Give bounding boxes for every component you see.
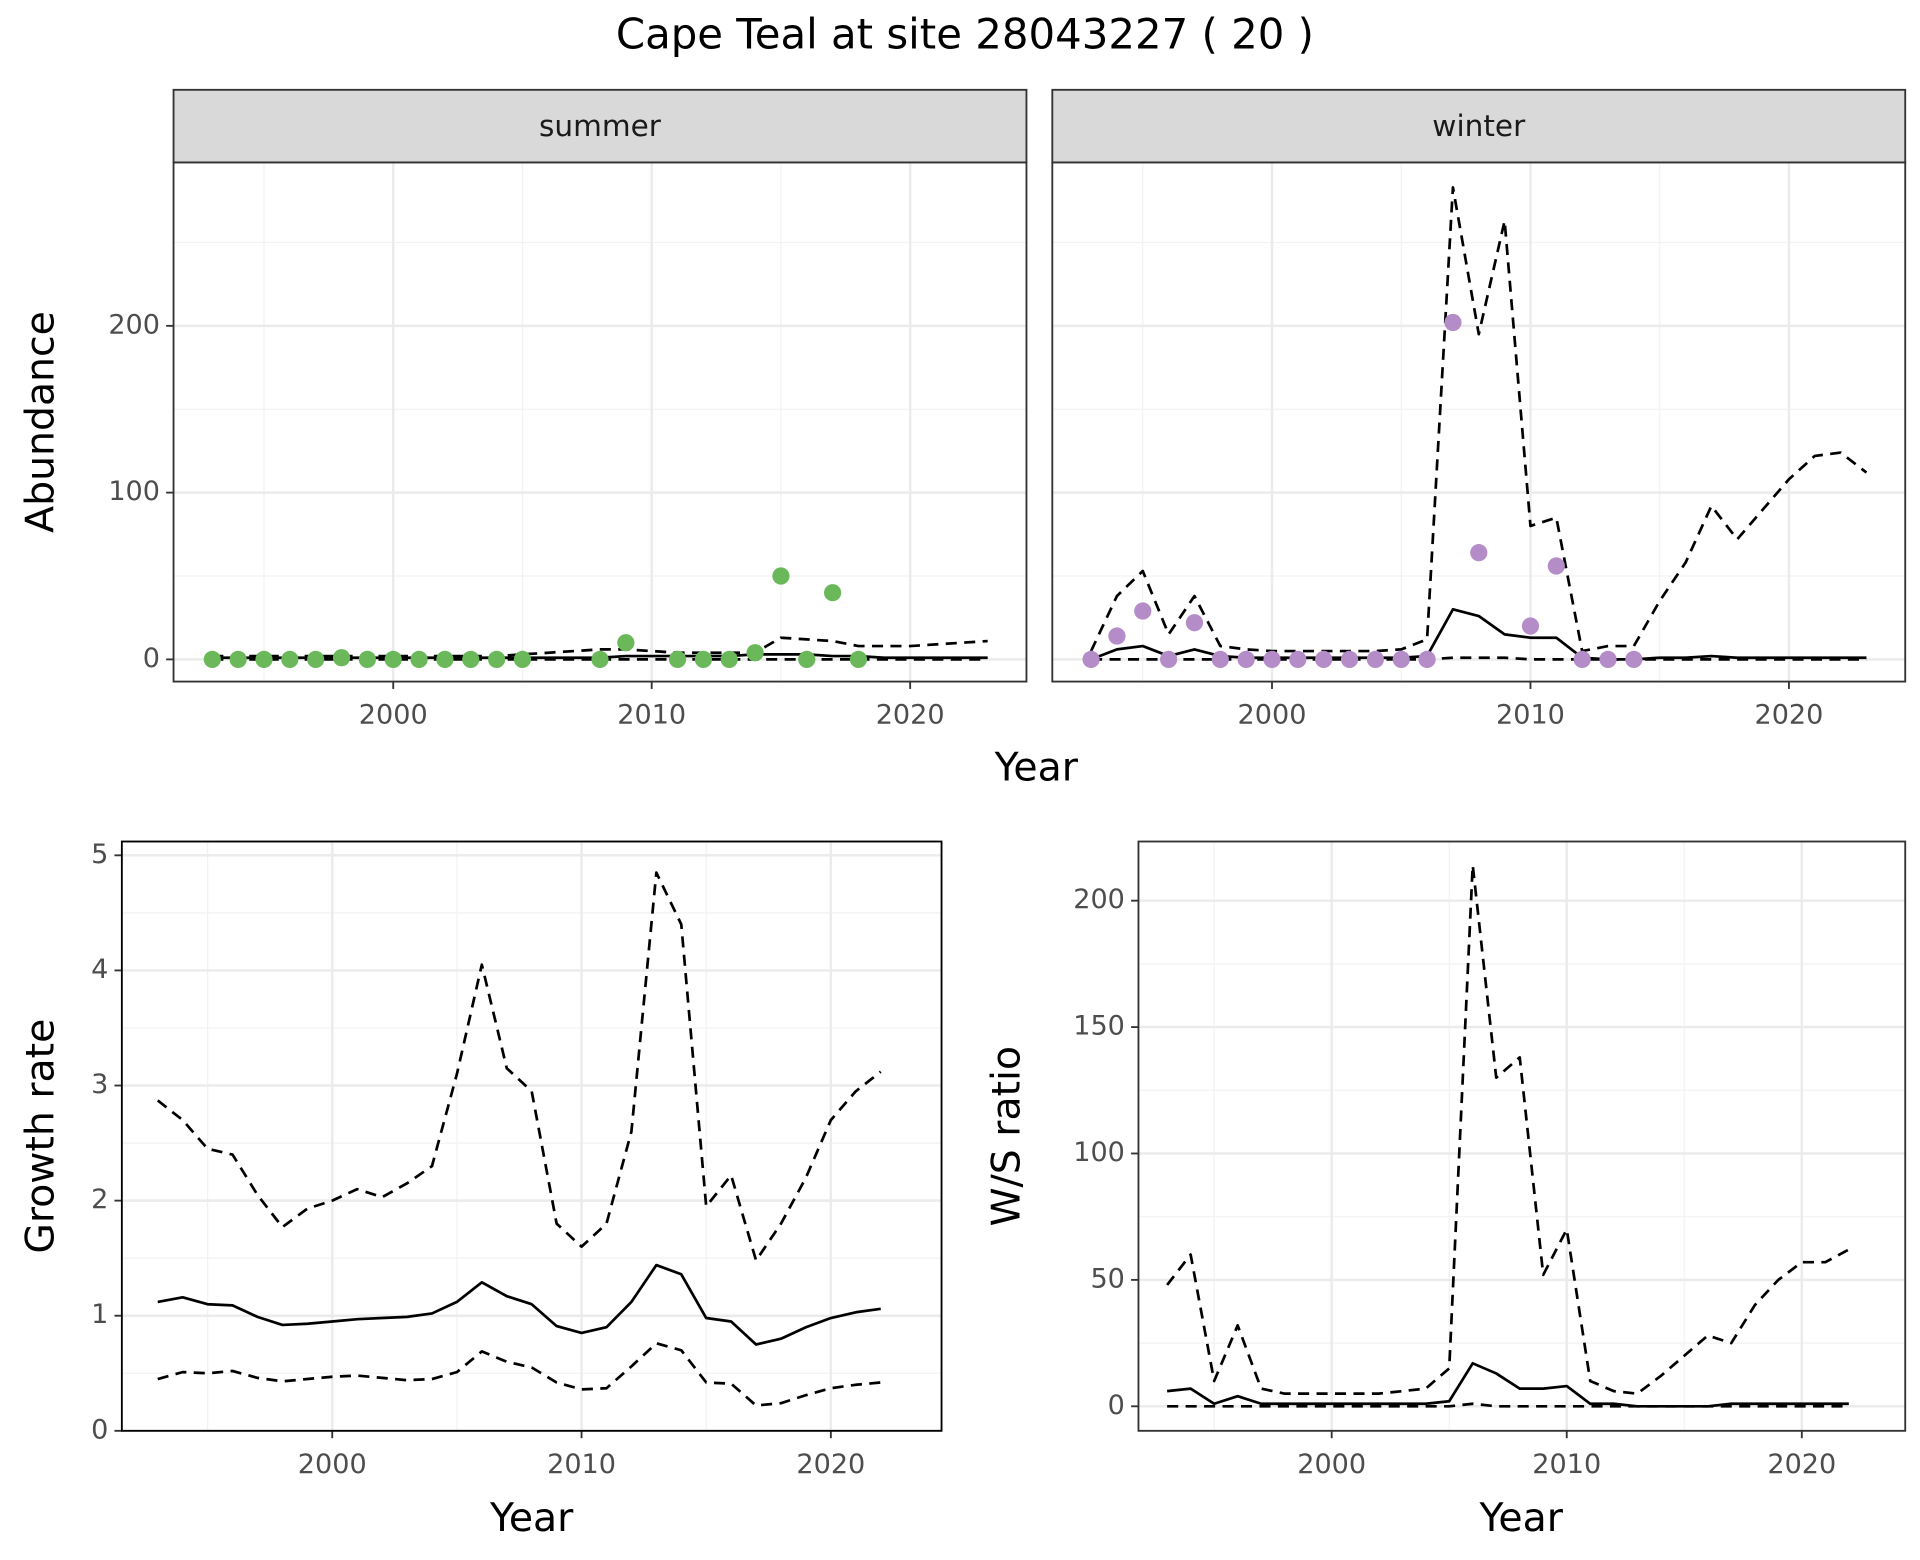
line bbox=[157, 1263, 881, 1346]
point bbox=[1392, 650, 1410, 669]
x-tick-label: 2000 bbox=[1238, 700, 1307, 731]
point bbox=[1418, 650, 1436, 669]
y-tick-label: 200 bbox=[1073, 884, 1125, 915]
point bbox=[307, 650, 325, 669]
x-axis-title: Year bbox=[994, 745, 1079, 791]
y-tick-label: 2 bbox=[91, 1184, 108, 1215]
x-tick-label: 2020 bbox=[1767, 1449, 1836, 1480]
x-tick-label: 2020 bbox=[796, 1449, 865, 1480]
point bbox=[1366, 650, 1384, 669]
x-axis-title: Year bbox=[489, 1495, 574, 1541]
point bbox=[1211, 650, 1229, 669]
point bbox=[720, 650, 738, 669]
x-tick-label: 2010 bbox=[547, 1449, 616, 1480]
point bbox=[798, 650, 816, 669]
panel-border bbox=[1137, 840, 1907, 1432]
point bbox=[513, 650, 532, 669]
strip-label: winter bbox=[1432, 109, 1526, 143]
point bbox=[1547, 557, 1565, 575]
point bbox=[1082, 650, 1100, 669]
line bbox=[157, 1341, 881, 1407]
point bbox=[410, 650, 428, 669]
point bbox=[1340, 650, 1359, 669]
strip bbox=[172, 88, 1028, 164]
x-tick-label: 2020 bbox=[876, 700, 945, 731]
y-tick-label: 0 bbox=[91, 1414, 108, 1445]
point bbox=[1160, 650, 1178, 669]
point bbox=[1134, 602, 1152, 620]
y-tick-label: 100 bbox=[1073, 1137, 1125, 1168]
y-tick-label: 0 bbox=[1108, 1390, 1125, 1421]
point bbox=[1470, 544, 1488, 562]
x-tick-label: 2010 bbox=[1496, 700, 1565, 731]
point bbox=[617, 634, 635, 652]
point bbox=[1444, 313, 1462, 332]
x-tick-label: 2000 bbox=[298, 1449, 367, 1480]
point bbox=[1315, 650, 1333, 669]
point bbox=[772, 567, 790, 585]
line bbox=[1166, 863, 1850, 1396]
line bbox=[1089, 186, 1868, 653]
point bbox=[1108, 627, 1126, 645]
point bbox=[203, 650, 221, 669]
strip bbox=[1051, 88, 1907, 164]
point bbox=[1573, 650, 1591, 669]
point bbox=[1599, 650, 1617, 669]
point bbox=[436, 650, 454, 669]
point bbox=[1521, 617, 1540, 635]
y-tick-label: 50 bbox=[1090, 1263, 1124, 1294]
point bbox=[462, 650, 480, 669]
point bbox=[746, 644, 764, 662]
y-tick-label: 1 bbox=[91, 1299, 108, 1330]
point bbox=[229, 650, 247, 669]
point bbox=[281, 650, 299, 669]
point bbox=[694, 650, 712, 669]
panel-border bbox=[172, 161, 1028, 683]
point bbox=[1289, 650, 1307, 669]
y-tick-label: 150 bbox=[1073, 1011, 1125, 1042]
point bbox=[358, 650, 376, 669]
y-axis-title: Growth rate bbox=[18, 1019, 64, 1254]
point bbox=[668, 650, 687, 669]
line bbox=[1166, 1361, 1849, 1408]
point bbox=[1185, 614, 1204, 632]
y-axis-title: Abundance bbox=[18, 311, 64, 533]
x-tick-label: 2020 bbox=[1754, 700, 1823, 731]
y-tick-label: 0 bbox=[143, 643, 160, 674]
line bbox=[1090, 608, 1867, 661]
x-tick-label: 2000 bbox=[359, 700, 428, 731]
panel-border bbox=[1051, 161, 1907, 683]
point bbox=[824, 584, 842, 602]
point bbox=[1263, 650, 1281, 669]
line bbox=[1167, 1402, 1849, 1408]
y-tick-label: 5 bbox=[91, 839, 108, 870]
panel-border bbox=[120, 840, 943, 1432]
strip-label: summer bbox=[539, 109, 662, 143]
y-tick-label: 100 bbox=[108, 476, 160, 507]
x-tick-label: 2010 bbox=[617, 700, 686, 731]
point bbox=[384, 650, 402, 669]
line bbox=[156, 871, 882, 1262]
y-tick-label: 200 bbox=[108, 309, 160, 340]
x-tick-label: 2000 bbox=[1297, 1449, 1366, 1480]
point bbox=[1625, 650, 1643, 669]
point bbox=[591, 650, 609, 669]
point bbox=[488, 650, 506, 669]
y-tick-label: 3 bbox=[91, 1069, 108, 1100]
y-axis-title: W/S ratio bbox=[984, 1046, 1030, 1226]
point bbox=[332, 649, 351, 667]
point bbox=[1237, 650, 1255, 669]
point bbox=[849, 650, 868, 669]
point bbox=[255, 650, 273, 669]
y-tick-label: 4 bbox=[91, 954, 108, 985]
x-axis-title: Year bbox=[1479, 1495, 1564, 1541]
x-tick-label: 2010 bbox=[1532, 1449, 1601, 1480]
figure-title: Cape Teal at site 28043227 ( 20 ) bbox=[616, 9, 1314, 58]
